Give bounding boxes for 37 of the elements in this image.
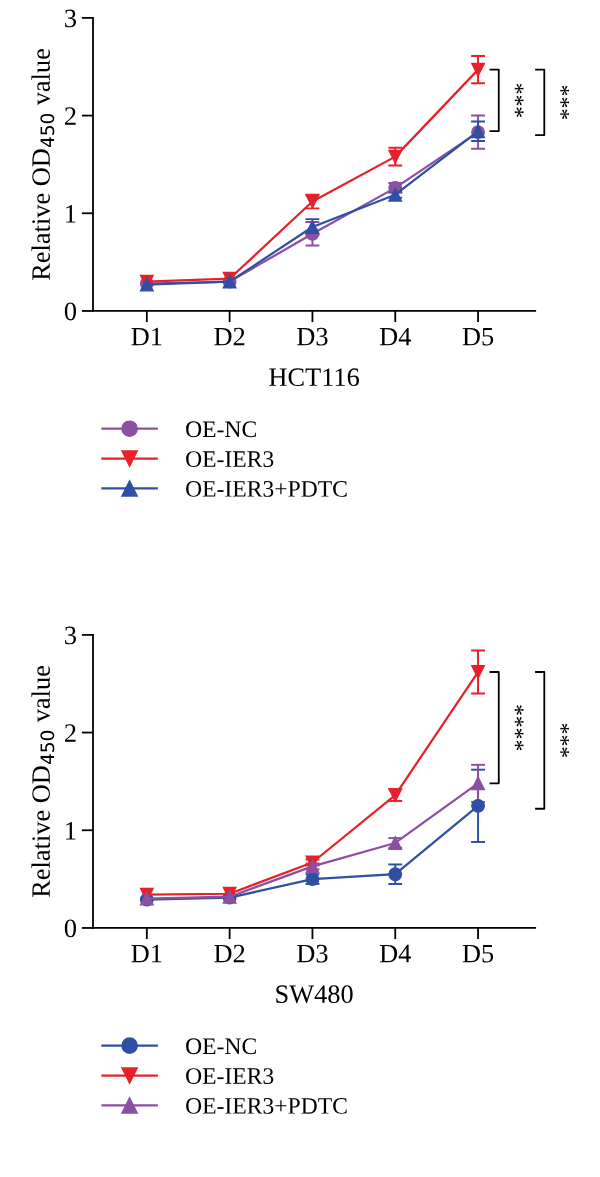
x-tick-label: D5 — [462, 327, 494, 346]
text: *** — [560, 85, 569, 119]
x-tick-label: D3 — [297, 327, 328, 346]
annotation: **** — [514, 705, 524, 751]
y-tick-label: 1 — [66, 205, 76, 223]
annotation: *** — [514, 83, 524, 118]
text: *** — [560, 723, 569, 757]
x-axis-title: HCT116 — [269, 368, 359, 387]
x-tick-label: D1 — [131, 944, 162, 963]
point — [471, 665, 486, 679]
legend-label: OE-NC — [186, 1038, 256, 1055]
y-tick-label: 2 — [64, 724, 76, 742]
y-tick-label: 3 — [65, 9, 76, 28]
y-tick-label: 0 — [64, 302, 77, 321]
legend-label: OE-IER3 — [186, 1068, 274, 1085]
y-tick-label: 1 — [66, 821, 76, 840]
y-axis-title: Relative OD$_{450}$ value — [31, 49, 55, 281]
x-tick-label: D5 — [462, 944, 494, 963]
legend-label: OE-IER3 — [186, 451, 274, 468]
x-tick-label: D4 — [379, 944, 411, 963]
x-tick-label: D3 — [297, 944, 328, 963]
x-axis-title: SW480 — [276, 985, 353, 1004]
point — [471, 798, 486, 813]
legend-label: OE-IER3+PDTC — [186, 1097, 347, 1114]
point — [388, 867, 403, 882]
x-tick-label: D1 — [131, 327, 162, 346]
y-tick-label: 0 — [64, 919, 77, 938]
y-tick-label: 2 — [64, 107, 76, 125]
y-axis-title: Relative OD$_{450}$ value — [31, 666, 55, 898]
legend-label: OE-IER3+PDTC — [186, 480, 347, 497]
x-tick-label: D4 — [379, 327, 411, 346]
x-tick-label: D2 — [214, 327, 245, 346]
y-tick-label: 3 — [65, 626, 76, 645]
legend-label: OE-NC — [186, 421, 256, 438]
point — [471, 62, 486, 77]
point — [471, 776, 486, 791]
x-tick-label: D2 — [214, 944, 245, 963]
